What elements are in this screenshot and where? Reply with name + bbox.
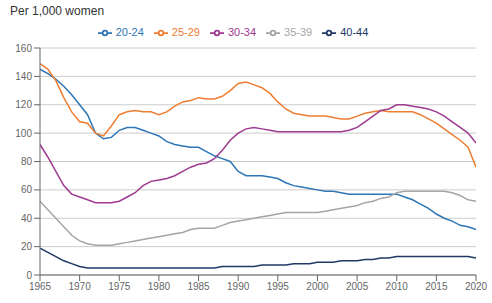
svg-text:2010: 2010 — [386, 281, 409, 292]
svg-text:20: 20 — [21, 241, 33, 252]
svg-text:2000: 2000 — [306, 281, 329, 292]
svg-text:1985: 1985 — [187, 281, 210, 292]
svg-text:80: 80 — [21, 156, 33, 167]
svg-text:1975: 1975 — [108, 281, 131, 292]
svg-text:120: 120 — [15, 99, 32, 110]
html-text:25-29: 25-29 — [171, 26, 200, 38]
html-text:20-24: 20-24 — [115, 26, 144, 38]
svg-text:1970: 1970 — [69, 281, 92, 292]
html-text:40-44: 40-44 — [340, 26, 369, 38]
svg-text:160: 160 — [15, 43, 32, 54]
svg-text:2015: 2015 — [425, 281, 448, 292]
svg-text:100: 100 — [15, 128, 32, 139]
html-text:Per 1,000 women: Per 1,000 women — [10, 4, 105, 18]
svg-text:40: 40 — [21, 213, 33, 224]
svg-text:1990: 1990 — [227, 281, 250, 292]
svg-text:1995: 1995 — [267, 281, 290, 292]
svg-text:2005: 2005 — [346, 281, 369, 292]
svg-text:0: 0 — [26, 270, 32, 281]
svg-text:1980: 1980 — [148, 281, 171, 292]
svg-text:140: 140 — [15, 71, 32, 82]
html-text:30-34: 30-34 — [227, 26, 257, 38]
svg-text:60: 60 — [21, 184, 33, 195]
svg-text:2020: 2020 — [465, 281, 484, 292]
html-text:35-39: 35-39 — [284, 26, 313, 38]
svg-text:1965: 1965 — [29, 281, 52, 292]
